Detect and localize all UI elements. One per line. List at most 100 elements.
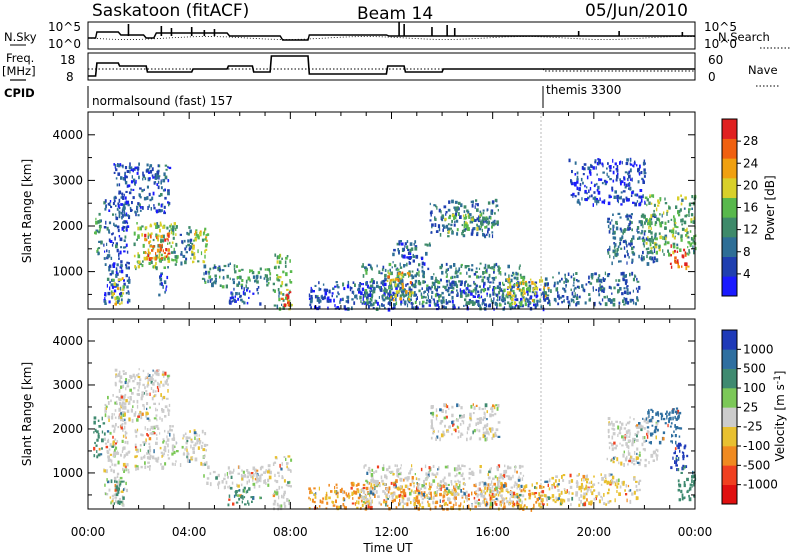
echo-cell xyxy=(392,292,396,296)
echo-cell xyxy=(124,465,127,468)
echo-cell xyxy=(540,279,544,283)
echo-cell xyxy=(148,374,151,377)
echo-cell xyxy=(350,486,353,490)
echo-cell xyxy=(488,493,491,497)
echo-cell xyxy=(431,285,433,289)
echo-cell xyxy=(141,264,144,268)
echo-cell xyxy=(239,489,241,492)
echo-cell xyxy=(203,443,207,447)
echo-cell xyxy=(364,266,367,270)
echo-cell xyxy=(491,410,494,413)
echo-cell xyxy=(544,494,547,498)
echo-cell xyxy=(533,303,535,307)
echo-cell xyxy=(238,497,241,501)
echo-cell xyxy=(124,393,127,396)
echo-cell xyxy=(540,304,543,309)
echo-cell xyxy=(173,250,176,254)
echo-cell xyxy=(455,209,457,213)
echo-cell xyxy=(683,220,687,225)
echo-cell xyxy=(388,297,391,300)
echo-cell xyxy=(366,301,369,305)
echo-cell xyxy=(369,481,371,485)
echo-cell xyxy=(359,493,361,497)
echo-cell xyxy=(326,300,329,303)
echo-cell xyxy=(151,382,155,385)
echo-cell xyxy=(411,281,413,286)
echo-cell xyxy=(396,468,399,472)
echo-cell xyxy=(597,185,600,190)
echo-cell xyxy=(461,494,464,498)
echo-cell xyxy=(118,479,120,483)
echo-cell xyxy=(512,495,515,499)
echo-cell xyxy=(509,296,513,300)
echo-cell xyxy=(609,221,612,225)
echo-cell xyxy=(396,242,400,246)
echo-cell xyxy=(364,293,367,298)
echo-cell xyxy=(493,405,496,410)
echo-cell xyxy=(608,488,610,492)
echo-cell xyxy=(575,481,579,485)
echo-cell xyxy=(388,272,391,275)
echo-cell xyxy=(574,183,577,187)
echo-cell xyxy=(149,432,152,435)
echo-cell xyxy=(396,274,400,278)
echo-cell xyxy=(392,481,396,485)
echo-cell xyxy=(275,480,279,484)
echo-cell xyxy=(148,204,150,208)
echo-cell xyxy=(382,265,385,270)
echo-cell xyxy=(399,501,402,505)
echo-cell xyxy=(275,491,279,496)
echo-cell xyxy=(161,373,165,376)
echo-cell xyxy=(611,427,614,430)
echo-cell xyxy=(590,164,593,168)
echo-cell xyxy=(118,497,122,501)
echo-cell xyxy=(363,496,365,499)
echo-cell xyxy=(146,412,149,415)
echo-cell xyxy=(234,298,236,303)
echo-cell xyxy=(284,260,287,264)
echo-cell xyxy=(241,500,243,504)
echo-cell xyxy=(526,287,529,291)
echo-cell xyxy=(414,283,416,286)
echo-cell xyxy=(654,221,658,224)
echo-cell xyxy=(114,416,117,419)
echo-cell xyxy=(318,281,320,285)
echo-cell xyxy=(481,302,483,306)
echo-cell xyxy=(123,488,125,492)
echo-cell xyxy=(539,288,542,291)
echo-cell xyxy=(286,462,289,465)
echo-cell xyxy=(111,445,114,448)
echo-cell xyxy=(252,475,254,480)
echo-cell xyxy=(489,496,492,500)
echo-cell xyxy=(599,286,603,289)
echo-cell xyxy=(139,378,142,382)
echo-cell xyxy=(150,207,152,211)
echo-cell xyxy=(412,482,415,485)
echo-cell xyxy=(532,507,535,510)
echo-cell xyxy=(397,279,400,282)
echo-cell xyxy=(483,307,487,310)
echo-cell xyxy=(592,288,594,292)
echo-cell xyxy=(232,280,235,285)
echo-cell xyxy=(657,204,660,207)
echo-cell xyxy=(578,295,581,299)
echo-cell xyxy=(116,374,118,378)
echo-cell xyxy=(439,499,441,503)
echo-cell xyxy=(243,292,246,296)
cpid-normalsound: normalsound (fast) 157 xyxy=(92,94,233,108)
echo-cell xyxy=(482,494,486,499)
echo-cell xyxy=(149,169,153,174)
echo-cell xyxy=(428,466,431,470)
echo-cell xyxy=(512,271,515,275)
echo-cell xyxy=(638,195,641,199)
echo-cell xyxy=(445,487,449,490)
echo-cell xyxy=(680,238,683,242)
echo-cell xyxy=(524,302,527,307)
echo-cell xyxy=(522,289,526,293)
echo-cell xyxy=(279,276,282,279)
echo-cell xyxy=(200,251,203,256)
echo-cell xyxy=(93,431,95,434)
echo-cell xyxy=(349,287,352,292)
echo-cell xyxy=(351,502,355,505)
